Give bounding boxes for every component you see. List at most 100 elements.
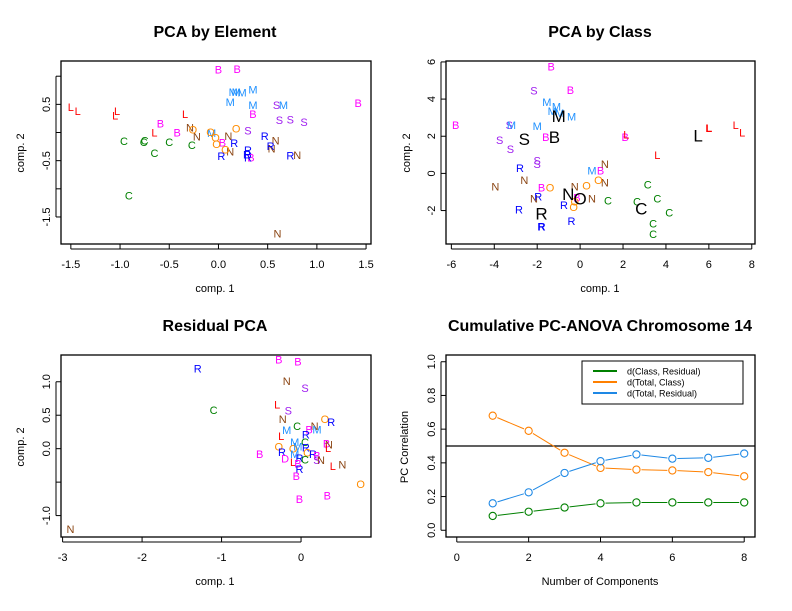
data-point-b: B: [219, 138, 226, 150]
data-point-m: M: [552, 102, 561, 114]
data-point-r: R: [286, 151, 294, 163]
x-tick-label: -1: [217, 552, 227, 564]
data-point-m: M: [293, 442, 302, 454]
data-point-m: M: [542, 97, 551, 109]
data-point-l: L: [623, 129, 629, 141]
plot-frame: [60, 60, 372, 245]
data-point-s: S: [313, 455, 320, 467]
class-centroid-l: L: [693, 126, 702, 145]
y-tick-label: 0.2: [426, 489, 438, 504]
data-point-b: B: [294, 357, 301, 369]
data-point-o: O: [569, 202, 578, 214]
data-point-r: R: [278, 447, 286, 459]
data-point-o: O: [546, 182, 555, 194]
data-point-n: N: [186, 122, 194, 134]
chart-title: PCA by Element: [154, 24, 278, 41]
data-point-b: B: [294, 458, 301, 470]
series-segment-0: [533, 507, 560, 512]
data-point-l: L: [330, 461, 336, 473]
series-point-1: [632, 465, 641, 474]
series-segment-2: [569, 462, 596, 472]
data-point-n: N: [193, 131, 201, 143]
data-point-l: L: [278, 431, 284, 443]
chart-title: Residual PCA: [163, 318, 268, 335]
series-segment-2: [713, 453, 740, 458]
data-point-s: S: [300, 117, 307, 129]
series-point-1: [704, 467, 713, 477]
data-point-b: B: [275, 355, 282, 367]
y-tick-label: -0.5: [41, 151, 53, 170]
data-point-r: R: [244, 152, 252, 164]
series-point-2: [488, 499, 497, 508]
series-point-2: [632, 450, 641, 459]
data-point-s: S: [534, 159, 541, 171]
series-point-1: [740, 472, 749, 481]
data-point-m: M: [226, 97, 235, 109]
series-point-0: [704, 498, 713, 507]
y-tick-label: 4: [426, 96, 438, 102]
data-point-b: B: [567, 85, 574, 97]
series-segment-1: [641, 469, 668, 471]
data-point-c: C: [301, 454, 309, 466]
data-point-n: N: [293, 150, 301, 162]
panel-residual-pca: Residual PCA comp. 1 comp. 2 -3 -2 -1 0 -1.0…: [15, 318, 372, 588]
panel-cumulative-pc-anova: Cumulative PC-ANOVA Chromosome 14 Number…: [399, 318, 756, 588]
data-point-c: C: [649, 229, 657, 241]
data-point-r: R: [538, 221, 546, 233]
data-point-c: C: [188, 140, 196, 152]
data-point-l: L: [274, 400, 280, 412]
data-point-b: B: [355, 98, 362, 110]
data-point-m: M: [290, 449, 299, 461]
data-point-l: L: [182, 109, 188, 121]
y-axis-label: comp. 2: [15, 133, 27, 172]
series-segment-0: [497, 511, 524, 516]
series-segment-2: [605, 454, 632, 461]
series-point-0: [740, 498, 749, 507]
data-point-b: B: [249, 109, 256, 121]
x-tick-label: 8: [749, 259, 755, 271]
data-point-m: M: [248, 85, 257, 97]
data-point-c: C: [151, 148, 159, 160]
data-point-b: B: [323, 438, 330, 450]
data-point-n: N: [317, 455, 325, 467]
series-segment-2: [641, 454, 668, 459]
data-point-r: R: [515, 205, 523, 217]
data-point-m: M: [312, 424, 321, 436]
x-axis-label: comp. 1: [580, 283, 619, 295]
y-tick-label: -2: [426, 206, 438, 216]
data-point-b: B: [296, 494, 303, 506]
data-point-c: C: [665, 207, 673, 219]
data-point-m: M: [290, 437, 299, 449]
series-point-2: [668, 454, 677, 463]
x-tick-label: 1.0: [309, 259, 324, 271]
series-point-2: [740, 449, 749, 458]
data-point-m: M: [237, 88, 246, 100]
data-point-m: M: [282, 425, 291, 437]
data-point-n: N: [226, 147, 234, 159]
series-point-2: [704, 453, 713, 462]
panel-pca-by-class: PCA by Class comp. 1 comp. 2 -6 -4 -2 0 2 4 6 8…: [401, 24, 756, 295]
class-centroid-r: R: [535, 204, 547, 223]
data-point-c: C: [293, 421, 301, 433]
y-tick-label: 0.5: [41, 97, 53, 112]
data-point-r: R: [230, 138, 238, 150]
x-tick-label: -1.5: [61, 259, 80, 271]
data-point-m: M: [507, 120, 516, 132]
data-point-o: O: [289, 444, 298, 456]
series-segment-1: [497, 417, 525, 430]
data-point-m: M: [567, 112, 576, 124]
y-tick-label: -1.5: [41, 207, 53, 226]
data-point-o: O: [582, 180, 591, 192]
data-point-n: N: [530, 193, 538, 205]
data-point-b: B: [215, 64, 222, 76]
data-point-o: O: [303, 448, 312, 460]
data-point-c: C: [604, 195, 612, 207]
y-tick-label: -1.0: [41, 506, 53, 525]
y-tick-label: 0.8: [426, 388, 438, 403]
x-tick-label: 2: [526, 552, 532, 564]
data-point-s: S: [507, 144, 514, 156]
data-point-r: R: [244, 145, 252, 157]
x-axis-label: comp. 1: [195, 576, 234, 588]
series-segment-1: [713, 472, 740, 477]
legend-label: d(Total, Class): [627, 378, 685, 388]
